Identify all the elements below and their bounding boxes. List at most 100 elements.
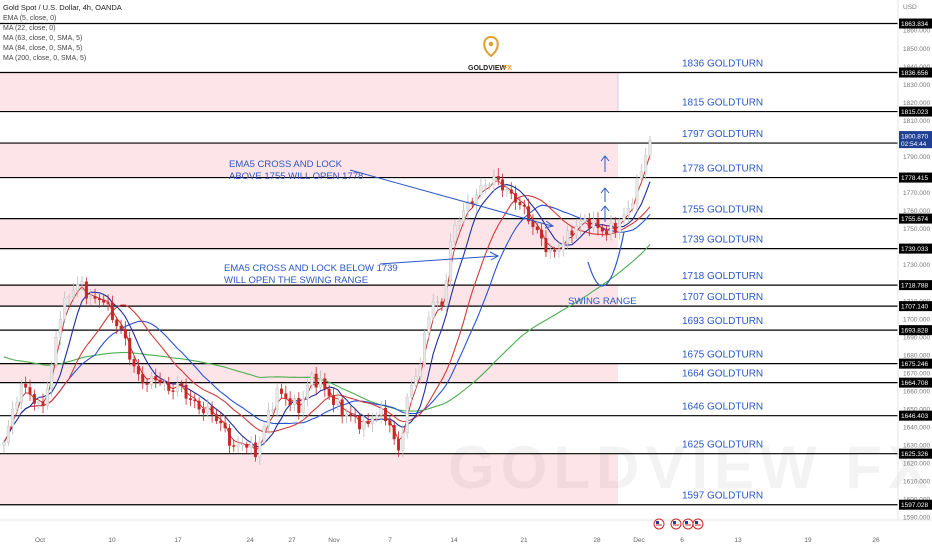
candle-body [570, 230, 574, 236]
candle-body [223, 422, 227, 429]
time-axis[interactable]: Oct 10 17 24 27 Nov 7 14 21 28 Dec 6 13 19 26 [35, 537, 880, 544]
badge-level-13-bg [899, 499, 932, 510]
events-layer[interactable] [653, 518, 704, 530]
candle-body [522, 204, 526, 207]
candle-body [89, 296, 93, 299]
time-tick-10: Dec [633, 537, 645, 544]
candle-body [54, 337, 58, 365]
candle-body [557, 249, 561, 252]
price-tick-1690: 1690.000 [903, 334, 930, 341]
candle-body [639, 171, 643, 179]
candle-body [418, 364, 422, 377]
candle-body [45, 388, 49, 406]
legend-line-ema5: EMA (5, close, 0) [3, 15, 56, 22]
price-tick-1830: 1830.000 [903, 82, 930, 89]
candle-body [206, 406, 210, 414]
candle-body [41, 401, 45, 406]
us-flag-icon-canton [695, 521, 698, 524]
candle-body [271, 409, 275, 411]
candle-body [11, 408, 15, 427]
level-label-12: 1625 GOLDTURN [682, 440, 763, 451]
candle-body [19, 383, 23, 403]
time-tick-13: 19 [804, 537, 812, 544]
time-tick-6: 7 [388, 537, 392, 544]
price-tick-1650: 1650.000 [903, 406, 930, 413]
candle-body [327, 388, 331, 397]
candle-body [579, 220, 583, 227]
logo-suffix: FX [503, 65, 512, 72]
time-tick-12: 13 [734, 537, 742, 544]
badge-level-3: 1778.415 [901, 175, 928, 182]
candle-body [193, 399, 197, 402]
level-label-7: 1707 GOLDTURN [682, 292, 763, 303]
candle-body [440, 301, 444, 307]
price-tick-1700: 1700.000 [903, 316, 930, 323]
badge-level-9-bg [899, 358, 932, 369]
candle-body [162, 382, 166, 384]
candle-body [102, 299, 106, 303]
candle-body [258, 442, 262, 458]
legend-title: Gold Spot / U.S. Dollar, 4h, OANDA [3, 3, 122, 12]
candle-body [132, 359, 136, 367]
badge-level-5-bg [899, 243, 932, 254]
candle-body [566, 230, 570, 244]
time-tick-8: 21 [520, 537, 528, 544]
candle-body [548, 249, 552, 253]
badge-level-10-bg [899, 377, 932, 388]
candle-body [15, 401, 19, 410]
price-tick-1810: 1810.000 [903, 118, 930, 125]
badge-level-4-bg [899, 213, 932, 224]
price-tick-1730: 1730.000 [903, 262, 930, 269]
candle-body [596, 219, 600, 228]
candle-body [115, 319, 119, 327]
candle-body [253, 442, 257, 458]
level-label-11: 1646 GOLDTURN [682, 402, 763, 413]
candle-body [28, 387, 32, 395]
candle-body [444, 280, 448, 307]
candle-body [123, 329, 127, 339]
candle-body [175, 382, 179, 392]
badge-level-7: 1707.140 [901, 304, 928, 311]
badge-level-12-bg [899, 448, 932, 459]
candle-body [410, 385, 414, 398]
candle-body [24, 383, 28, 388]
candle-body [227, 427, 231, 446]
candle-body [67, 296, 71, 299]
candle-body [214, 414, 218, 422]
level-label-10: 1664 GOLDTURN [682, 369, 763, 380]
candle-body [496, 175, 500, 180]
price-tick-1790: 1790.000 [903, 154, 930, 161]
candle-body [188, 398, 192, 400]
level-label-5: 1739 GOLDTURN [682, 235, 763, 246]
badge-level-12: 1625.326 [901, 451, 928, 458]
time-tick-0: Oct [35, 537, 45, 544]
current-price-value: 1800.870 [901, 134, 928, 141]
annotation-arrow-down-head [489, 251, 500, 261]
candle-body [245, 444, 249, 448]
badge-level-8: 1693.828 [901, 328, 928, 335]
zone-4 [0, 363, 618, 383]
candle-body [453, 225, 457, 242]
candle-body [288, 398, 292, 406]
location-pin-g-icon [483, 35, 499, 58]
candle-body [574, 226, 578, 236]
logo-name: GOLDVIEW [468, 65, 507, 72]
candle-body [332, 395, 336, 405]
candle-body [232, 445, 236, 447]
candle-body [310, 373, 314, 386]
candle-body [2, 442, 6, 446]
candle-body [93, 296, 97, 299]
price-tick-1760: 1760.000 [903, 208, 930, 215]
candle-body [236, 444, 240, 447]
annotation-ema-down-line2: WILL OPEN THE SWING RANGE [224, 275, 368, 286]
time-tick-11: 6 [680, 537, 684, 544]
candle-body [527, 206, 531, 222]
candle-body [279, 388, 283, 394]
candle-body [388, 420, 392, 426]
candle-body [158, 379, 162, 383]
candle-body [514, 193, 518, 203]
zone-5 [0, 453, 618, 505]
candle-body [301, 398, 305, 413]
candle-body [436, 301, 440, 303]
